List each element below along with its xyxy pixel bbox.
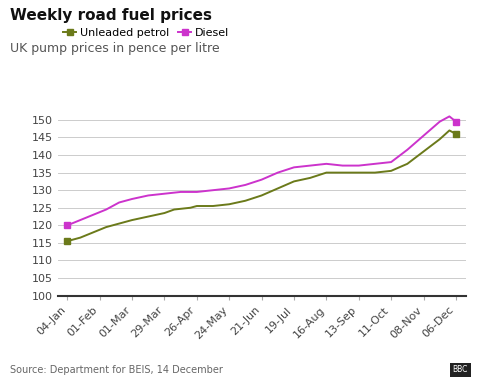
- Text: UK pump prices in pence per litre: UK pump prices in pence per litre: [10, 42, 219, 55]
- Text: Source: Department for BEIS, 14 December: Source: Department for BEIS, 14 December: [10, 365, 222, 375]
- Text: BBC: BBC: [453, 365, 468, 374]
- Legend: Unleaded petrol, Diesel: Unleaded petrol, Diesel: [63, 28, 229, 38]
- Text: Weekly road fuel prices: Weekly road fuel prices: [10, 8, 212, 23]
